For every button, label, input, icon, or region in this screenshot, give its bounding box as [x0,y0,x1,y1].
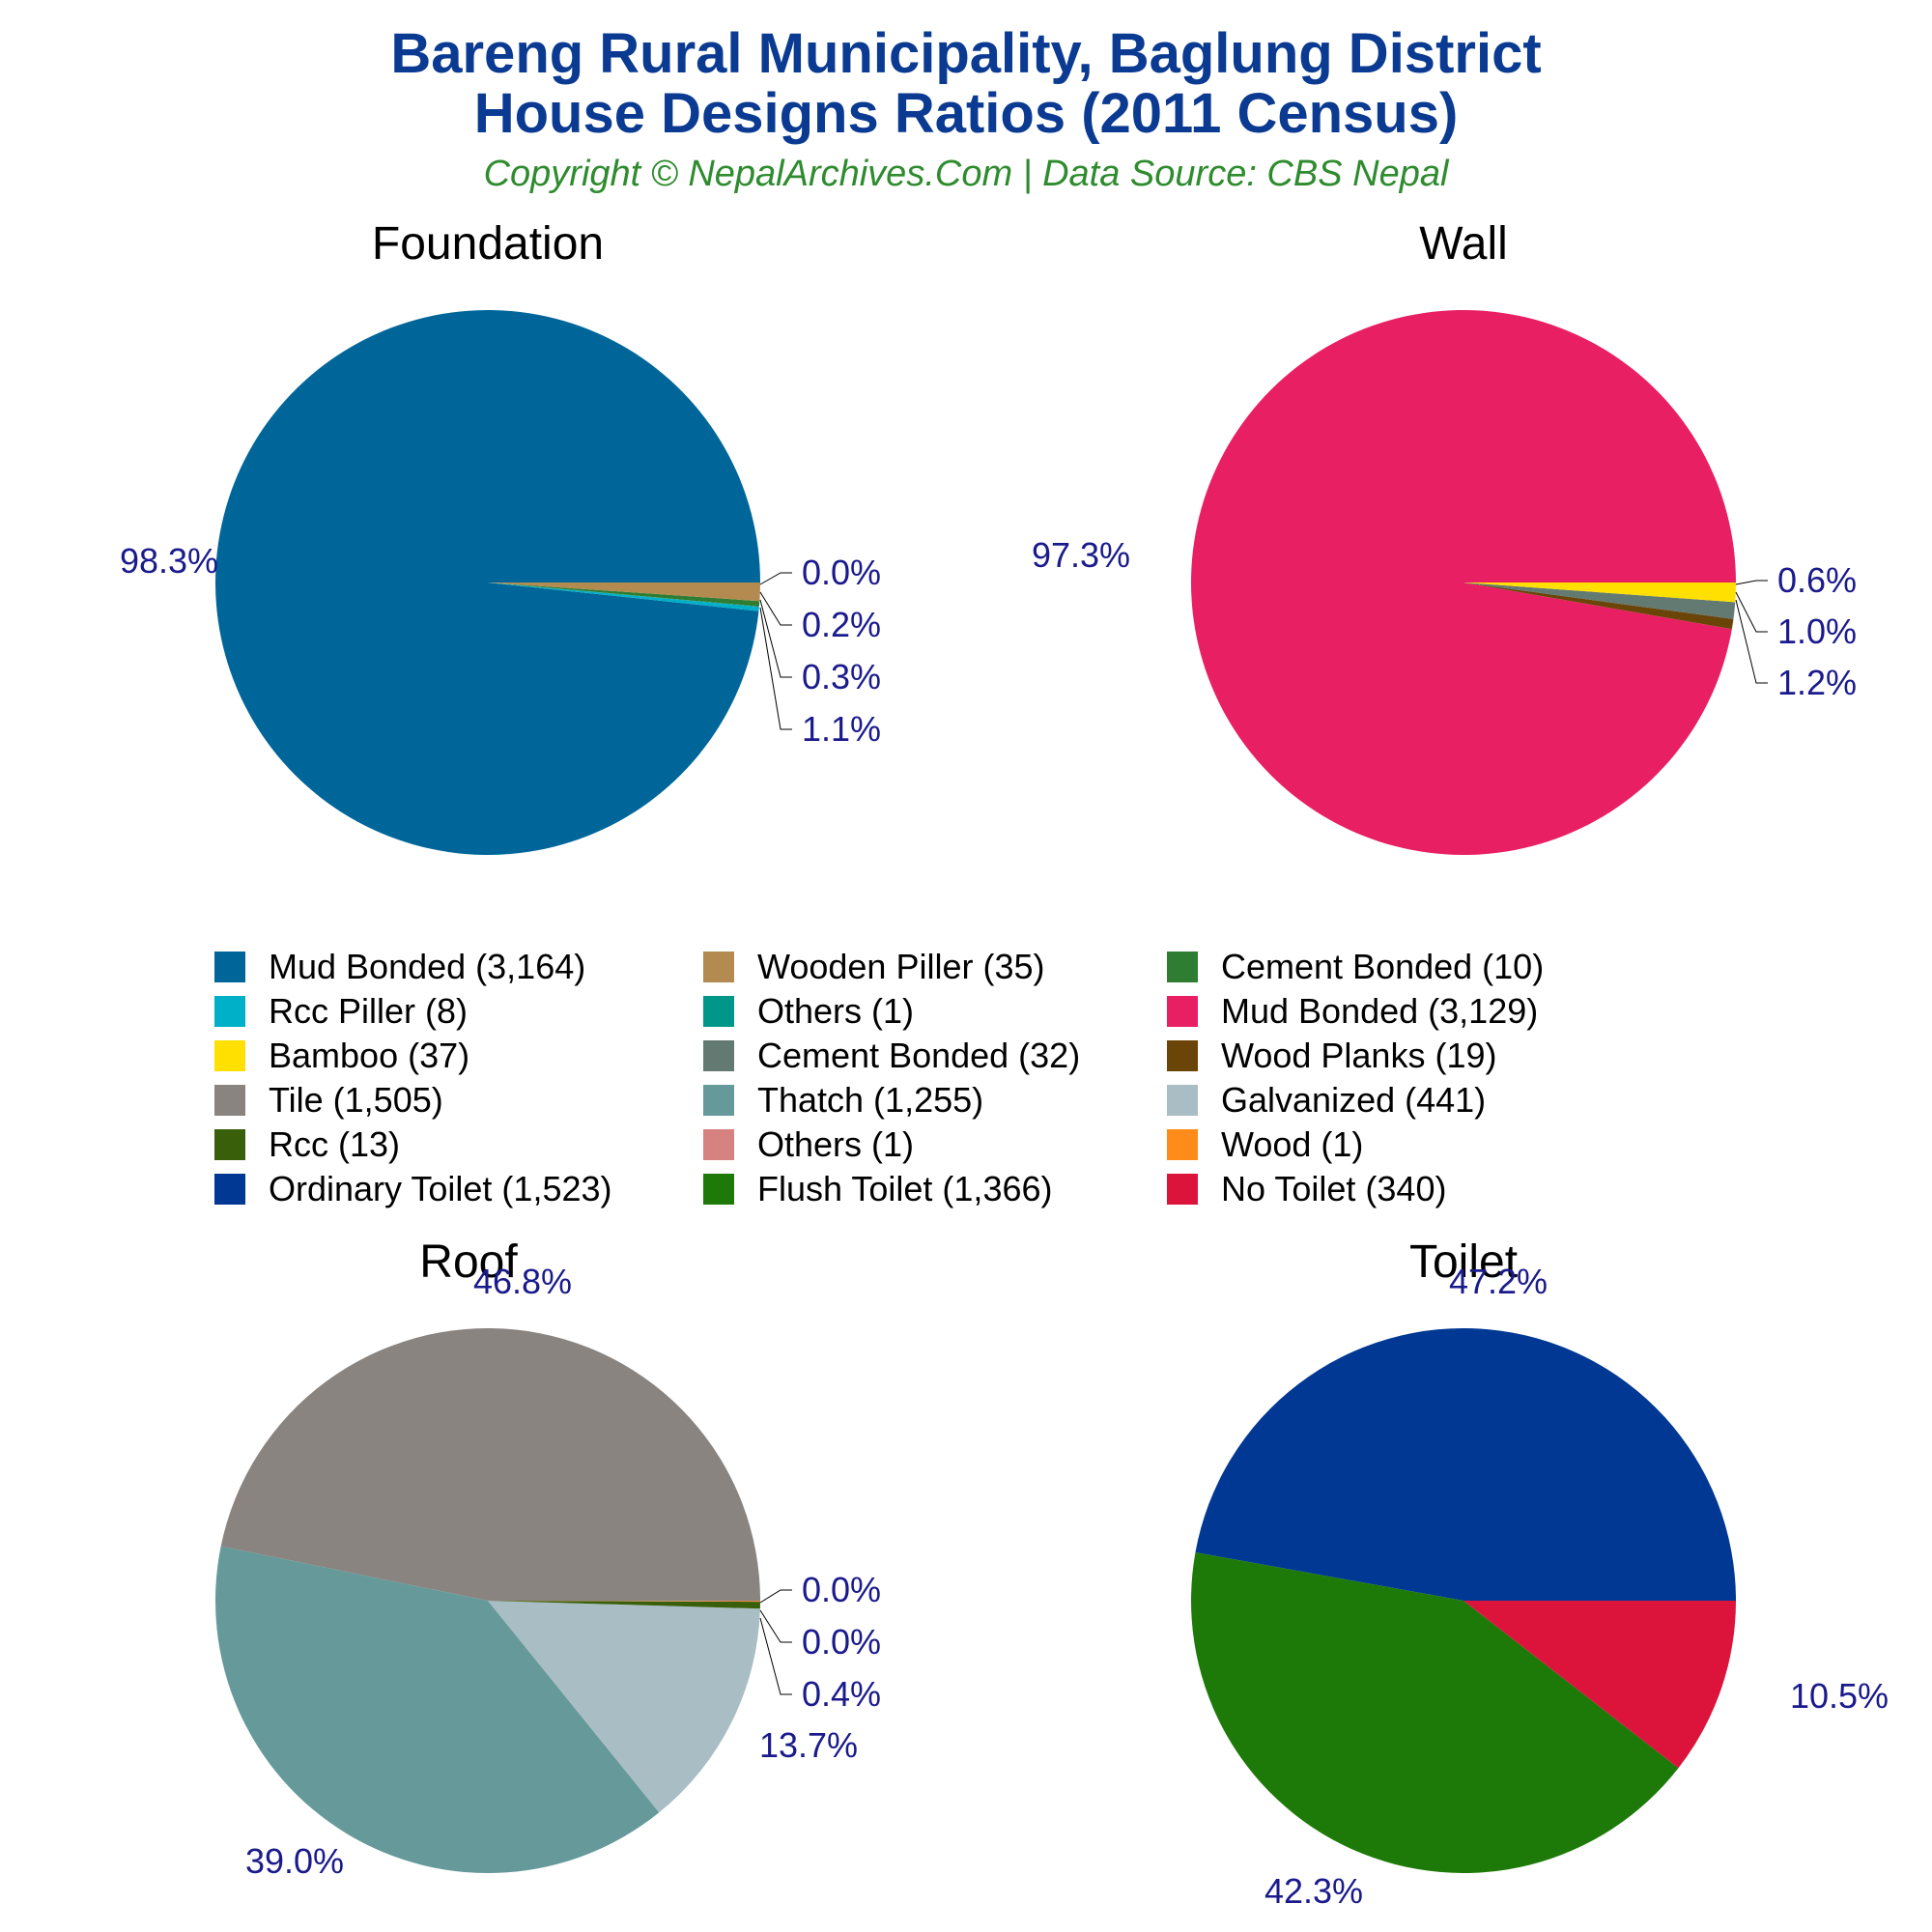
leader-line [759,572,792,585]
slice-percent-label: 1.0% [1777,611,1857,651]
slice-percent-label: 0.2% [802,605,881,644]
pie-title: Roof [419,1236,518,1288]
pie-slice-cement-bonded [1463,582,1736,619]
chart-title-line-1: Bareng Rural Municipality, Baglung Distr… [390,22,1542,85]
pie-chart-wall: Wall 97.3% 0.6% 1.0% 1.2% [1032,218,1857,855]
slice-percent-label: 46.8% [473,1262,572,1301]
leader-line [1735,599,1768,684]
pie-slice-thatch [215,1546,660,1873]
slice-percent-label: 47.2% [1449,1262,1548,1301]
pie-slice-wood-planks [1463,582,1734,630]
slice-percent-label: 97.3% [1032,535,1130,575]
leader-line [759,599,792,678]
leader-line [759,1617,792,1695]
leader-line [1735,591,1768,633]
pie-slice-mud-bonded [1190,309,1736,855]
pie-slice-rcc [488,1601,760,1609]
slice-percent-label: 0.4% [802,1674,881,1714]
slice-percent-label: 39.0% [245,1841,344,1881]
slice-percent-label: 0.0% [802,553,881,592]
pie-slice-wood [488,1601,760,1603]
slice-percent-label: 98.3% [120,541,218,581]
slice-percent-label: 1.2% [1777,663,1857,702]
pie-slice-flush-toilet [1191,1552,1679,1873]
chart-title-line-2: House Designs Ratios (2011 Census) [473,82,1459,145]
leader-line [759,1609,792,1643]
slice-percent-label: 1.1% [802,709,881,749]
pie-slice-wooden-piller [488,582,760,602]
pie-title: Toilet [1409,1236,1518,1288]
leader-line [759,1589,792,1604]
pie-slice-no-toilet [1463,1601,1736,1769]
pie-slice-mud-bonded [215,309,760,855]
slice-percent-label: 0.6% [1777,560,1857,600]
pie-slice-others [488,1601,760,1602]
slice-percent-label: 13.7% [759,1725,858,1765]
pie-chart-foundation: Foundation 98.3% 0.0% 0.2% 0.3% 1.1% [120,218,881,855]
slice-percent-label: 0.0% [802,1570,881,1609]
leader-line [1735,580,1768,585]
leader-line [759,591,792,626]
pie-slice-tile [220,1328,761,1601]
pie-slice-cement-bonded [488,582,760,607]
slice-percent-label: 10.5% [1790,1676,1889,1716]
pie-slice-others [488,582,759,608]
pie-slice-rcc-piller [488,582,759,611]
pie-title: Wall [1419,218,1508,270]
slice-percent-label: 0.0% [802,1622,881,1662]
pie-slice-galvanized [488,1601,760,1813]
leader-line [759,607,792,730]
pie-title: Foundation [372,218,604,270]
slice-percent-label: 42.3% [1264,1871,1363,1911]
pie-slice-ordinary-toilet [1195,1328,1736,1601]
pie-slice-bamboo [1463,582,1737,603]
slice-percent-label: 0.3% [802,657,881,696]
chart-subtitle: Copyright © NepalArchives.Com | Data Sou… [483,154,1449,194]
